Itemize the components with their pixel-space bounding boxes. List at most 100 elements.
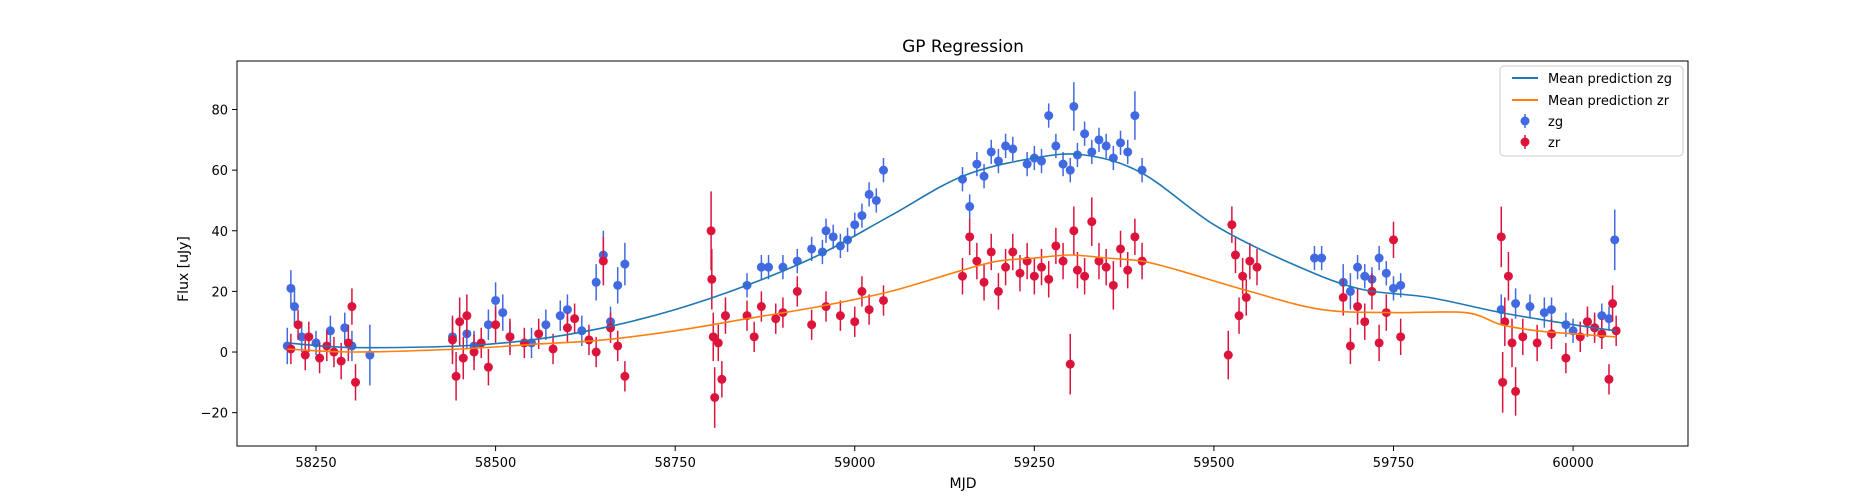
marker-zr	[300, 350, 310, 360]
marker-zr	[1001, 262, 1011, 272]
y-axis-label: Flux [uJy]	[176, 236, 192, 302]
data-point-zr	[1044, 261, 1054, 298]
y-tick-label: 20	[211, 285, 228, 300]
marker-zr	[347, 302, 357, 312]
marker-zr	[857, 286, 867, 296]
data-point-zr	[1130, 218, 1140, 256]
marker-zg	[1345, 286, 1355, 296]
data-point-zr	[613, 330, 623, 362]
data-point-zg	[541, 309, 551, 340]
marker-zr	[1252, 262, 1262, 272]
data-point-zr	[1008, 233, 1018, 271]
x-axis-label: MJD	[950, 476, 977, 492]
marker-zr	[1044, 274, 1054, 284]
x-tick-label: 58250	[295, 456, 336, 471]
marker-zr	[304, 332, 314, 342]
x-tick-label: 60000	[1552, 456, 1593, 471]
marker-zg	[541, 320, 551, 330]
marker-zg	[289, 302, 299, 312]
data-point-zr	[707, 248, 717, 310]
data-point-zr	[807, 309, 817, 340]
marker-zg	[1353, 262, 1363, 272]
data-point-zg	[340, 312, 350, 343]
data-point-zr	[293, 309, 303, 340]
marker-zg	[1101, 141, 1111, 151]
data-point-zg	[850, 212, 860, 237]
data-point-zr	[1087, 197, 1097, 246]
marker-zg	[1525, 302, 1535, 312]
data-point-zr	[864, 294, 874, 325]
data-point-zr	[1353, 288, 1363, 325]
data-point-zg	[1539, 297, 1549, 328]
data-point-zr	[1597, 318, 1607, 349]
data-point-zg	[1547, 297, 1557, 322]
marker-zr	[864, 305, 874, 315]
marker-zr	[1123, 265, 1133, 275]
data-point-zr	[1241, 279, 1251, 316]
marker-zr	[483, 362, 493, 372]
data-point-zr	[1245, 242, 1255, 280]
data-point-zr	[835, 300, 845, 331]
marker-zg	[1008, 144, 1018, 154]
marker-zr	[469, 347, 479, 357]
marker-zr	[315, 353, 325, 363]
marker-zr	[1597, 329, 1607, 339]
marker-zg	[871, 195, 881, 205]
data-point-zg	[1116, 130, 1126, 155]
data-point-zg	[1108, 145, 1118, 171]
marker-zg	[591, 277, 601, 287]
data-point-zg	[828, 224, 838, 249]
data-point-zr	[519, 327, 529, 359]
x-tick-label: 58500	[475, 456, 516, 471]
data-point-zr	[1518, 318, 1528, 356]
marker-zg	[764, 262, 774, 272]
marker-zr	[1069, 226, 1079, 236]
data-point-zg	[1360, 264, 1370, 289]
y-tick-label: −20	[201, 407, 228, 422]
x-axis: 58250 58500 58750 59000 59250 59500 59750 60000	[295, 446, 1594, 471]
marker-zr	[505, 332, 515, 342]
data-point-zr	[1116, 230, 1126, 268]
marker-zr	[710, 392, 720, 402]
marker-zr	[1223, 350, 1233, 360]
data-point-zr	[1080, 258, 1090, 295]
data-point-zg	[1388, 276, 1398, 301]
marker-zr	[447, 335, 457, 345]
data-point-zr	[1234, 297, 1244, 334]
marker-zr	[1396, 332, 1406, 342]
data-point-zr	[1065, 333, 1075, 395]
marker-zr	[336, 356, 346, 366]
data-point-zr	[1252, 248, 1262, 286]
data-point-zg	[965, 194, 975, 219]
marker-zr	[1087, 217, 1097, 227]
marker-zr	[749, 332, 759, 342]
data-point-zr	[708, 312, 718, 362]
marker-zr	[476, 338, 486, 348]
data-point-zg	[591, 264, 601, 301]
marker-zr	[1058, 256, 1068, 266]
marker-zr	[1116, 244, 1126, 254]
marker-zr	[455, 317, 465, 327]
data-point-zg	[764, 255, 774, 280]
marker-zr	[850, 317, 860, 327]
data-point-zr	[993, 273, 1003, 310]
data-point-zg	[878, 158, 888, 183]
marker-zg	[297, 332, 307, 342]
data-point-zg	[1087, 139, 1097, 165]
marker-zr	[1230, 250, 1240, 260]
marker-zg	[1069, 101, 1079, 111]
marker-zg	[620, 259, 630, 269]
data-point-zr	[1238, 258, 1248, 295]
plot-frame	[236, 60, 1689, 447]
marker-zr	[491, 320, 501, 330]
marker-zg	[993, 156, 1003, 166]
marker-zg	[1037, 156, 1047, 166]
data-point-zg	[620, 242, 630, 286]
marker-zg	[807, 244, 817, 254]
data-point-zg	[986, 139, 996, 165]
marker-zg	[821, 226, 831, 236]
data-point-zr	[336, 342, 346, 380]
data-point-zr	[1547, 318, 1557, 349]
data-point-zg	[1123, 139, 1133, 165]
